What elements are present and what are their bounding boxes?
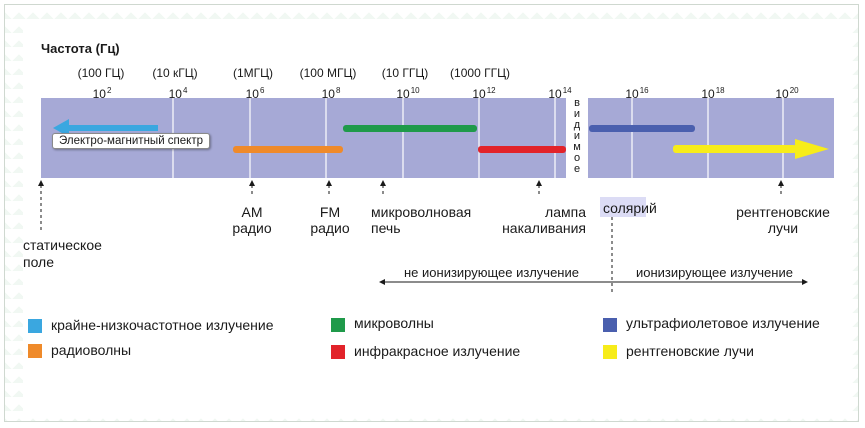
em-spectrum-tag: Электро-магнитный спектр	[52, 133, 211, 149]
source-solarium: солярий	[603, 200, 657, 216]
xray-arrow	[673, 139, 829, 159]
visible-light-label: видимое	[569, 98, 585, 180]
visible-light-text: видимое	[573, 97, 581, 175]
elf-arrow	[53, 119, 158, 137]
power-label: 106	[245, 86, 265, 101]
source-microwave-oven: микроволновая печь	[371, 204, 472, 236]
power-label: 102	[92, 86, 112, 101]
power-label: 1012	[472, 86, 496, 101]
solarium-highlight	[600, 197, 646, 217]
em-spectrum-text: Электро-магнитный спектр	[59, 135, 204, 147]
freq-label-100hz: (100 ГЦ)	[77, 66, 125, 80]
legend-swatch-xray	[603, 345, 617, 359]
source-am-radio: AM радио	[232, 204, 272, 236]
source-static-field: статическое поле	[23, 237, 102, 270]
power-label: 108	[321, 86, 341, 101]
band-right	[588, 98, 834, 178]
power-label: 104	[168, 86, 188, 101]
power-label: 1018	[701, 86, 725, 101]
legend-label-elf: крайне-низкочастотное излучение	[51, 317, 274, 333]
freq-label-10khz: (10 кГЦ)	[152, 66, 198, 80]
legend-swatch-uv	[603, 318, 617, 332]
legend-swatch-elf	[28, 319, 42, 333]
non-ionizing-label: не ионизирующее излучение	[404, 265, 579, 280]
frame: Частота (Гц) (100 ГЦ) (10 кГЦ) (1МГЦ) (1…	[4, 4, 859, 422]
source-fm-radio: FM радио	[310, 204, 350, 236]
infrared-bar	[478, 146, 566, 153]
microwave-bar	[343, 125, 477, 132]
uv-bar	[589, 125, 695, 132]
legend: крайне-низкочастотное излучение радиовол…	[23, 310, 852, 370]
legend-label-radio: радиоволны	[51, 342, 132, 358]
diagram-panel: Частота (Гц) (100 ГЦ) (10 кГЦ) (1МГЦ) (1…	[23, 25, 852, 411]
legend-label-infrared: инфракрасное излучение	[354, 343, 521, 359]
freq-label-10ghz: (10 ГГЦ)	[381, 66, 429, 80]
power-label: 1020	[775, 86, 799, 101]
chart-title: Частота (Гц)	[41, 41, 120, 56]
freq-label-1mhz: (1МГЦ)	[232, 66, 274, 80]
legend-label-xray: рентгеновские лучи	[626, 343, 755, 359]
legend-swatch-microwave	[331, 318, 345, 332]
power-label: 1016	[625, 86, 649, 101]
legend-swatch-infrared	[331, 345, 345, 359]
freq-label-100mhz: (100 МГЦ)	[299, 66, 357, 80]
legend-label-microwave: микроволны	[354, 315, 434, 331]
legend-swatch-radio	[28, 344, 42, 358]
power-label: 1014	[548, 86, 572, 101]
freq-label-1000ghz: (1000 ГГЦ)	[450, 66, 510, 80]
ionizing-label: ионизирующее излучение	[636, 265, 793, 280]
source-incandescent-lamp: лампа накаливания	[502, 204, 586, 236]
legend-label-uv: ультрафиолетовое излучение	[626, 315, 820, 331]
source-xray: рентгеновские лучи	[736, 204, 830, 236]
power-label: 1010	[396, 86, 420, 101]
radio-bar	[233, 146, 343, 153]
